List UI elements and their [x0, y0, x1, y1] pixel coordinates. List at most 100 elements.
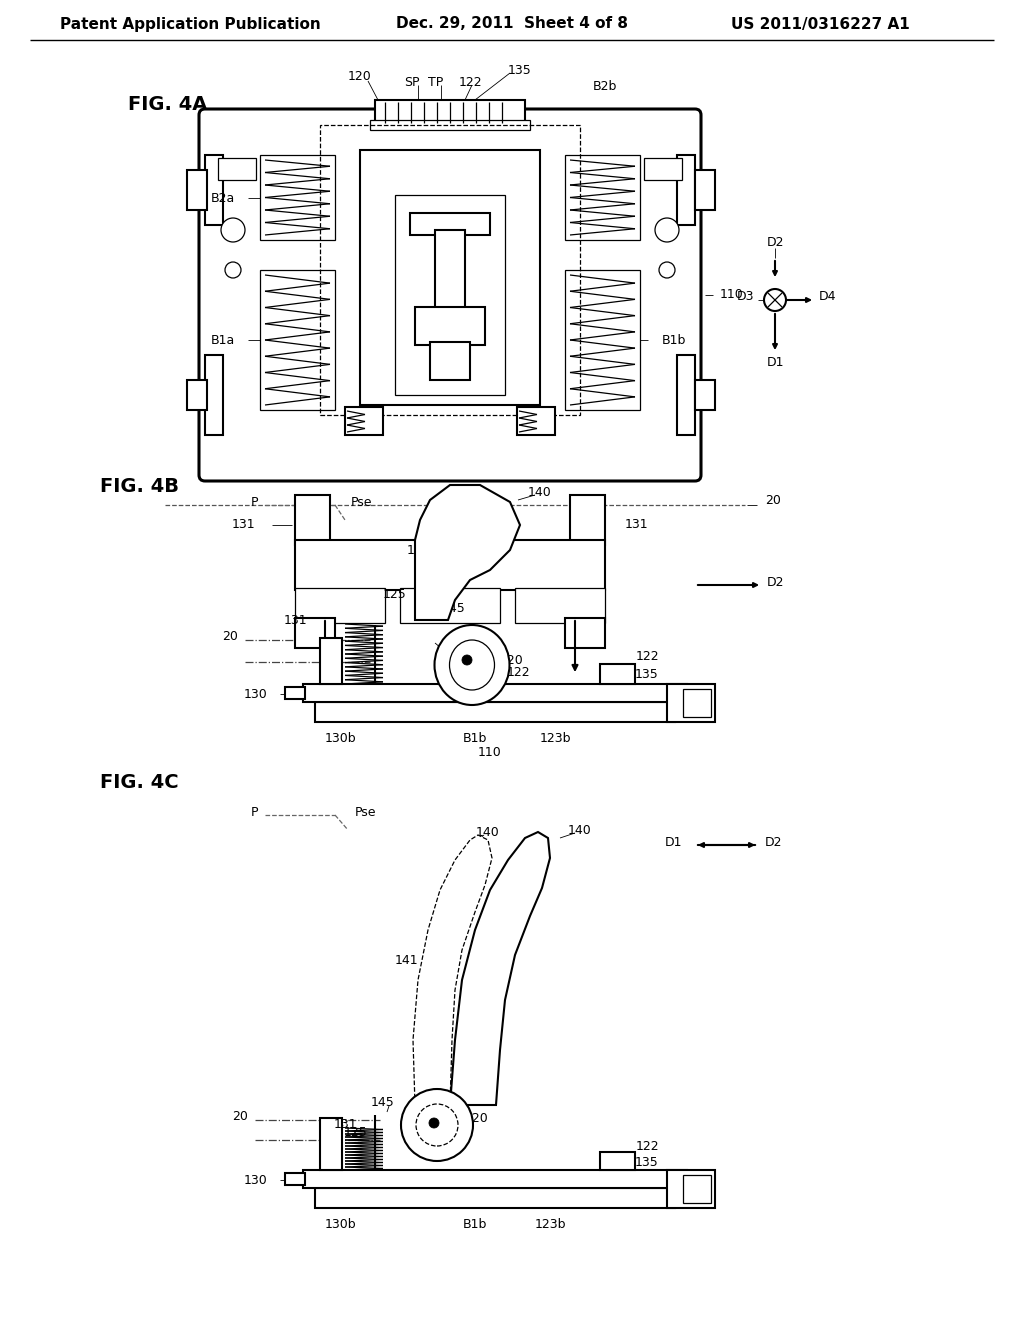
Text: 121: 121 — [437, 558, 463, 572]
Text: B1a: B1a — [211, 334, 234, 346]
Bar — [295, 495, 330, 545]
Bar — [360, 150, 540, 405]
Ellipse shape — [416, 1104, 458, 1146]
Text: Dec. 29, 2011  Sheet 4 of 8: Dec. 29, 2011 Sheet 4 of 8 — [396, 16, 628, 32]
Bar — [600, 1152, 635, 1170]
Text: FIG. 4C: FIG. 4C — [100, 772, 178, 792]
Text: 135: 135 — [508, 63, 531, 77]
Circle shape — [764, 289, 786, 312]
Text: 131: 131 — [231, 519, 255, 532]
Text: 125: 125 — [383, 589, 407, 602]
Text: 135: 135 — [635, 1155, 658, 1168]
Text: 120: 120 — [465, 1113, 488, 1126]
Text: 122: 122 — [506, 665, 529, 678]
Text: 140: 140 — [568, 824, 592, 837]
Text: B1b: B1b — [463, 1217, 487, 1230]
Bar — [517, 407, 555, 436]
Bar — [370, 120, 530, 129]
Text: P: P — [251, 805, 258, 818]
Text: 122: 122 — [635, 1139, 658, 1152]
Text: F2b: F2b — [563, 684, 587, 697]
Bar — [677, 154, 695, 224]
Bar — [415, 308, 485, 345]
Text: 130b: 130b — [325, 731, 355, 744]
Text: 125: 125 — [343, 1126, 367, 1138]
Bar — [683, 689, 711, 717]
Text: 130: 130 — [454, 656, 477, 668]
Text: D1: D1 — [766, 356, 783, 370]
Text: 130: 130 — [244, 1173, 267, 1187]
Text: D3: D3 — [736, 290, 754, 304]
Bar — [319, 1118, 342, 1170]
Bar — [303, 1170, 687, 1188]
Bar — [260, 271, 335, 411]
Bar — [218, 158, 256, 180]
Bar — [395, 195, 505, 395]
Circle shape — [655, 218, 679, 242]
Text: 140: 140 — [476, 825, 500, 838]
Text: 110: 110 — [685, 1193, 709, 1206]
Text: 123b: 123b — [535, 1217, 565, 1230]
Text: Patent Application Publication: Patent Application Publication — [59, 16, 321, 32]
Text: 131: 131 — [333, 1118, 356, 1131]
Text: 120: 120 — [500, 653, 524, 667]
Bar — [295, 540, 605, 590]
Circle shape — [221, 218, 245, 242]
Ellipse shape — [401, 1089, 473, 1162]
Bar — [435, 230, 465, 315]
Bar — [695, 170, 715, 210]
Bar — [410, 213, 490, 235]
Text: D1: D1 — [665, 836, 682, 849]
Bar — [515, 587, 605, 623]
Bar — [695, 380, 715, 411]
Text: B2b: B2b — [593, 81, 617, 94]
Text: 145: 145 — [442, 602, 466, 615]
Bar — [187, 170, 207, 210]
Text: TP: TP — [428, 75, 443, 88]
Polygon shape — [413, 836, 492, 1105]
Circle shape — [659, 261, 675, 279]
Text: B1b: B1b — [662, 334, 686, 346]
Text: P: P — [251, 495, 258, 508]
Text: 130b: 130b — [325, 1217, 355, 1230]
Bar — [565, 271, 640, 411]
Bar — [205, 154, 223, 224]
Bar — [667, 1170, 715, 1208]
Text: 123b: 123b — [540, 731, 570, 744]
Bar — [303, 684, 687, 702]
Text: B1b: B1b — [463, 731, 487, 744]
Bar — [430, 342, 470, 380]
Bar — [315, 702, 675, 722]
Text: FIG. 4A: FIG. 4A — [128, 95, 208, 115]
Text: 20: 20 — [222, 630, 238, 643]
Bar — [565, 618, 605, 648]
Bar — [667, 684, 715, 722]
Text: 131: 131 — [625, 519, 648, 532]
Text: 20: 20 — [765, 494, 781, 507]
Text: D2: D2 — [767, 576, 784, 589]
Text: D2: D2 — [766, 235, 783, 248]
Text: FIG. 4B: FIG. 4B — [100, 478, 179, 496]
Bar — [260, 154, 335, 240]
Text: SP: SP — [404, 75, 420, 88]
Bar — [677, 355, 695, 436]
Text: 140: 140 — [528, 486, 552, 499]
Text: F2a: F2a — [313, 684, 336, 697]
Text: 110: 110 — [478, 746, 502, 759]
Bar — [644, 158, 682, 180]
Text: 20: 20 — [232, 1110, 248, 1122]
Bar — [400, 587, 500, 623]
Text: 130: 130 — [244, 688, 267, 701]
Ellipse shape — [450, 640, 495, 690]
Bar — [205, 355, 223, 436]
Bar — [375, 100, 525, 125]
Text: 135: 135 — [635, 668, 658, 681]
Text: 141: 141 — [394, 953, 418, 966]
Text: D4: D4 — [818, 290, 836, 304]
Bar — [683, 1175, 711, 1203]
Circle shape — [429, 1118, 439, 1129]
Circle shape — [462, 655, 472, 665]
Circle shape — [225, 261, 241, 279]
Text: 131: 131 — [284, 614, 307, 627]
Text: 120: 120 — [445, 1052, 469, 1064]
